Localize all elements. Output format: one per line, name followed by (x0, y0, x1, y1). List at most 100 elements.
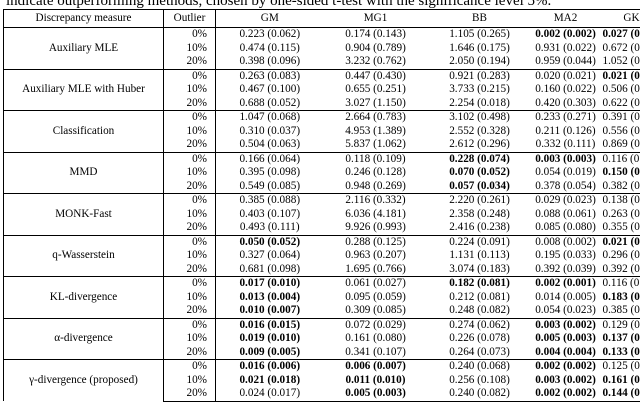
table-row: 20% 0.493 (0.111) 9.926 (0.993) 2.416 (0.23… (4, 221, 640, 235)
result-cell: 0.002 (0.002) (531, 387, 600, 402)
outlier-level: 0% (163, 68, 216, 83)
result-cell: 0.556 (0.060) (602, 124, 640, 137)
table-row: MMD 0% 0.166 (0.064) 0.118 (0.109) 0.228 (0.… (3, 151, 640, 194)
result-cell: 0.005 (0.003) (323, 387, 428, 402)
result-cell: 0.395 (0.098) (239, 166, 301, 178)
result-cell: 0.904 (0.789) (345, 41, 406, 54)
result-cell: 2.254 (0.018) (449, 96, 510, 109)
result-cell: 0.264 (0.073) (449, 345, 510, 358)
result-cell: 0.504 (0.063) (239, 138, 301, 150)
result-cell: 0.355 (0.077) (602, 221, 640, 233)
result-cell: 0.072 (0.029) (323, 317, 428, 332)
result-cell: 0.013 (0.004) (239, 290, 301, 303)
outlier-level: 10% (163, 41, 216, 55)
result-cell: 0.403 (0.107) (239, 207, 301, 220)
outlier-level: 10% (163, 124, 216, 138)
result-cell: 0.019 (0.010) (239, 332, 301, 344)
outlier-level: 20% (163, 55, 216, 69)
result-cell: 0.228 (0.074) (427, 151, 532, 166)
result-cell: 0.166 (0.064) (215, 151, 324, 166)
result-cell: 0.057 (0.034) (449, 179, 510, 192)
outlier-level: 0% (163, 359, 216, 374)
result-cell: 0.688 (0.052) (239, 96, 301, 109)
result-cell: 0.240 (0.068) (427, 359, 532, 374)
column-header: BB (427, 9, 532, 28)
caption: indicate outperforming methods, chosen b… (6, 0, 552, 9)
measure-name: KL-divergence (3, 276, 164, 318)
result-cell: 2.358 (0.248) (449, 207, 510, 220)
result-cell: 0.014 (0.005) (535, 290, 596, 303)
result-cell: 0.010 (0.007) (239, 304, 301, 316)
result-cell: 0.005 (0.003) (535, 332, 596, 344)
outlier-level: 20% (163, 221, 216, 235)
table-row: 20% 0.688 (0.052) 3.027 (1.150) 2.254 (0.01… (4, 96, 640, 111)
table-row: 10% 0.021 (0.018) 0.011 (0.010) 0.256 (0.10… (4, 373, 640, 387)
column-header: Discrepancy measure (3, 9, 164, 28)
result-cell: 0.622 (0.084) (602, 96, 640, 109)
result-cell: 0.016 (0.006) (215, 359, 324, 374)
result-cell: 0.959 (0.044) (535, 55, 596, 67)
outlier-level: 10% (163, 249, 216, 263)
table-body: Auxiliary MLE 0% 0.223 (0.062) 0.174 (0.143… (3, 27, 640, 402)
result-cell: 0.021 (0.011) (599, 234, 640, 249)
results-table: Discrepancy measure Outlier GM MG1 BB MA2 GK A… (3, 9, 640, 402)
result-cell: 0.118 (0.109) (323, 151, 428, 166)
result-cell: 0.212 (0.081) (449, 290, 510, 303)
measure-name: γ-divergence (proposed) (3, 359, 164, 401)
result-cell: 0.183 (0.043) (602, 290, 640, 303)
result-cell: 1.052 (0.049) (602, 55, 640, 67)
result-cell: 0.931 (0.022) (535, 41, 596, 54)
result-cell: 0.003 (0.003) (531, 151, 600, 166)
result-cell: 1.131 (0.113) (449, 249, 510, 261)
outlier-level: 10% (163, 373, 216, 387)
result-cell: 0.174 (0.143) (323, 27, 428, 42)
result-cell: 0.161 (0.080) (345, 332, 406, 344)
table-row: Auxiliary MLE 0% 0.223 (0.062) 0.174 (0.143… (3, 27, 640, 69)
result-cell: 1.646 (0.175) (449, 41, 510, 54)
outlier-level: 10% (163, 332, 216, 346)
result-cell: 0.549 (0.085) (239, 179, 301, 192)
result-cell: 0.195 (0.033) (535, 249, 596, 261)
result-cell: 0.054 (0.019) (535, 166, 596, 178)
table-row: q-Wasserstein 0% 0.050 (0.052) 0.288 (0.125… (3, 234, 640, 277)
result-cell: 0.129 (0.042) (599, 317, 640, 332)
outlier-level: 0% (163, 151, 216, 166)
result-cell: 0.392 (0.039) (535, 262, 596, 275)
result-cell: 0.095 (0.059) (345, 290, 406, 303)
result-cell: 0.004 (0.004) (535, 345, 596, 358)
result-cell: 0.274 (0.062) (427, 317, 532, 332)
result-cell: 0.288 (0.125) (323, 234, 428, 249)
result-cell: 4.953 (1.389) (345, 124, 406, 137)
outlier-level: 0% (163, 27, 216, 42)
result-cell: 1.105 (0.265) (427, 27, 532, 42)
measure-name: Classification (3, 110, 164, 152)
result-cell: 3.733 (0.215) (449, 83, 510, 95)
result-cell: 2.050 (0.194) (449, 55, 510, 67)
table-row: 20% 0.024 (0.017) 0.005 (0.003) 0.240 (0.08… (4, 387, 640, 402)
column-header: Outlier (163, 9, 216, 28)
table-row: KL-divergence 0% 0.017 (0.010) 0.061 (0.027… (3, 276, 640, 318)
table-row: 10% 0.395 (0.098) 0.246 (0.128) 0.070 (0.05… (4, 166, 640, 180)
result-cell: 3.232 (0.762) (345, 55, 406, 67)
result-cell: 0.088 (0.061) (535, 207, 596, 220)
result-cell: 0.070 (0.052) (449, 166, 510, 178)
result-cell: 0.002 (0.002) (531, 27, 600, 42)
outlier-level: 20% (163, 262, 216, 277)
result-cell: 0.137 (0.044) (602, 332, 640, 344)
table-row: 10% 0.467 (0.100) 0.655 (0.251) 3.733 (0.21… (4, 83, 640, 97)
result-cell: 0.493 (0.111) (239, 221, 300, 233)
result-cell: 2.612 (0.296) (449, 138, 510, 150)
outlier-level: 20% (163, 96, 216, 111)
result-cell: 0.309 (0.085) (345, 304, 406, 316)
result-cell: 0.008 (0.002) (531, 234, 600, 249)
header-row: Discrepancy measure Outlier GM MG1 BB MA2 GK (3, 9, 640, 28)
result-cell: 3.027 (1.150) (345, 96, 406, 109)
outlier-level: 0% (163, 193, 216, 208)
result-cell: 0.133 (0.025) (602, 345, 640, 358)
table-row: 20% 0.010 (0.007) 0.309 (0.085) 0.248 (0.08… (4, 304, 640, 318)
table-row: 20% 0.398 (0.096) 3.232 (0.762) 2.050 (0.19… (4, 55, 640, 69)
result-cell: 1.047 (0.068) (215, 110, 324, 125)
outlier-level: 10% (163, 207, 216, 221)
table-row: MONK-Fast 0% 0.385 (0.088) 2.116 (0.332) 2.2… (3, 193, 640, 235)
measure-name: α-divergence (3, 317, 164, 360)
